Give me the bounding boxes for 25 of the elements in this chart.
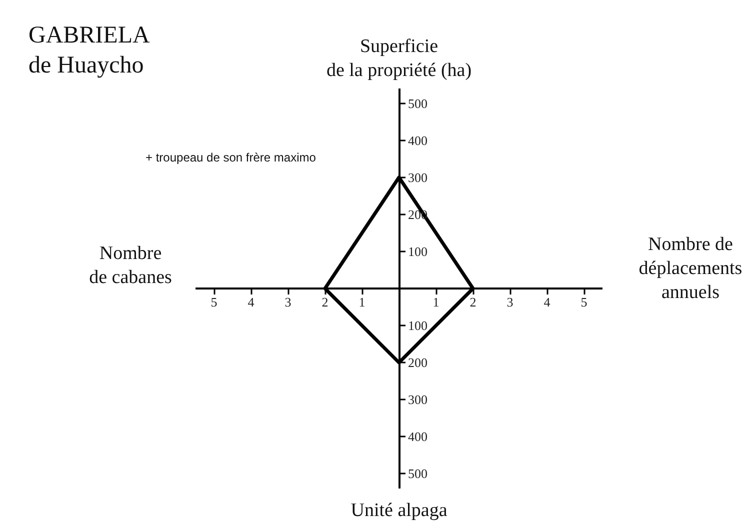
y-tick-label: 400 (408, 132, 428, 148)
x-tick-label: 3 (284, 294, 292, 310)
x-tick-label: 4 (248, 294, 255, 310)
x-tick-label: 4 (544, 294, 551, 310)
x-tick-label: 5 (580, 294, 588, 310)
x-tick-label: 2 (470, 294, 476, 310)
x-tick-label: 2 (322, 294, 328, 310)
y-tick-label: 100 (408, 244, 428, 259)
y-tick-label: 500 (408, 96, 428, 111)
x-tick-label: 1 (358, 294, 366, 310)
x-tick-label: 3 (506, 294, 514, 310)
y-tick-label: 300 (408, 392, 428, 408)
y-axis-title: Superficie de la propriété (ha) (326, 36, 472, 82)
x-axis-title: Nombre de déplacements annuels (638, 234, 742, 304)
y-tick-label: 100 (408, 318, 428, 334)
y-tick-label: 400 (408, 429, 428, 444)
x-tick-label: 1 (432, 294, 440, 310)
text: Nombre de cabanes (89, 242, 172, 288)
annotation: + troupeau de son frère maximo (146, 150, 316, 164)
y-tick-label: 200 (408, 355, 428, 370)
chart-title: GABRIELA de Huaycho (28, 22, 150, 78)
y-tick-label: 300 (408, 170, 428, 185)
y-tick-label: 500 (408, 466, 428, 482)
text: Unité alpaga (350, 500, 448, 521)
x-tick-label: 5 (210, 294, 218, 310)
